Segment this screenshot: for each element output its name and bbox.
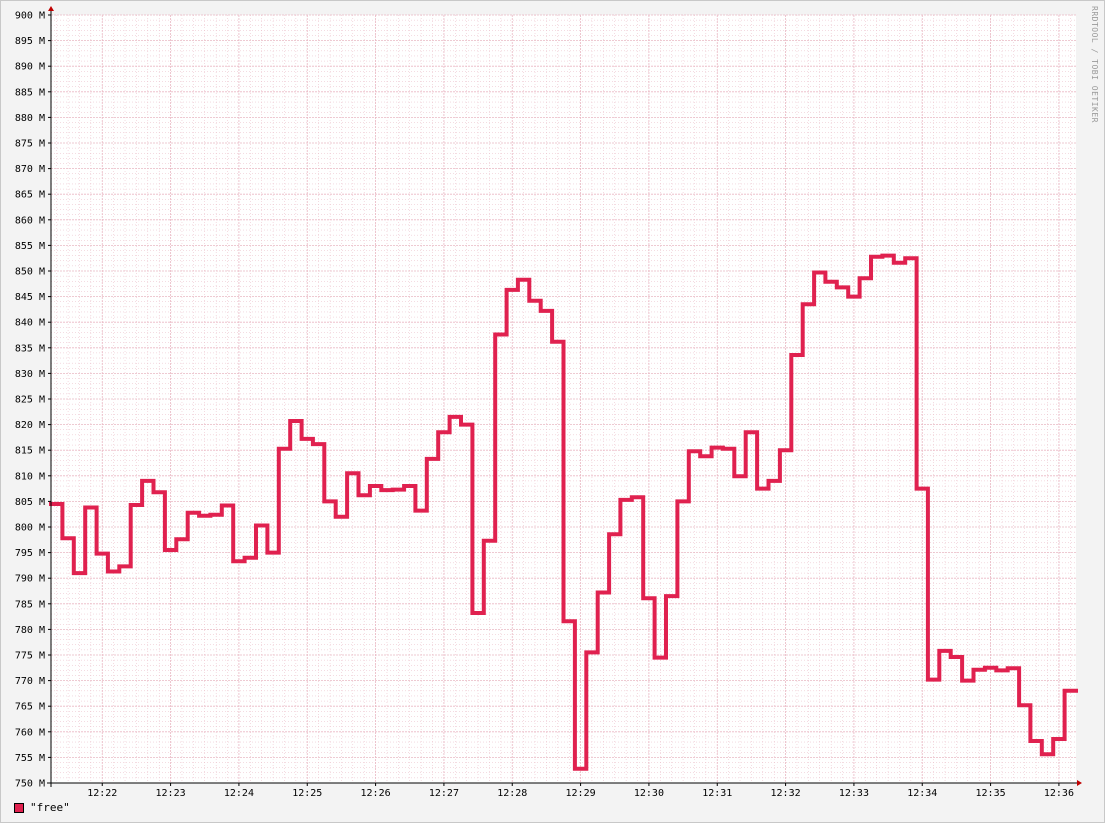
series-line-free [49, 253, 1078, 771]
y-tick-label: 805 M [15, 497, 45, 508]
y-axis-ticks: 750 M 755 M 760 M 765 M 770 M 775 M 780 M 785 M… [15, 11, 51, 790]
axes [47, 6, 1082, 787]
y-tick-label: 890 M [15, 62, 45, 73]
y-tick-label: 815 M [15, 446, 45, 457]
y-tick-label: 775 M [15, 651, 45, 662]
x-tick-label: 12:25 [292, 788, 322, 799]
x-tick-label: 12:34 [907, 788, 937, 799]
x-tick-label: 12:33 [839, 788, 869, 799]
x-tick-label: 12:23 [156, 788, 186, 799]
legend: "free" [14, 801, 70, 814]
x-tick-label: 12:28 [497, 788, 527, 799]
y-tick-label: 845 M [15, 292, 45, 303]
x-tick-label: 12:32 [771, 788, 801, 799]
y-tick-label: 880 M [15, 113, 45, 124]
y-tick-label: 840 M [15, 318, 45, 329]
y-tick-label: 795 M [15, 548, 45, 559]
y-tick-label: 830 M [15, 369, 45, 380]
watermark: RRDTOOL / TOBI OETIKER [1090, 6, 1099, 123]
y-tick-label: 780 M [15, 625, 45, 636]
grid [51, 14, 1076, 783]
y-tick-label: 820 M [15, 420, 45, 431]
x-tick-label: 12:27 [429, 788, 459, 799]
y-tick-label: 870 M [15, 164, 45, 175]
y-tick-label: 770 M [15, 676, 45, 687]
y-tick-label: 790 M [15, 574, 45, 585]
x-tick-label: 12:35 [976, 788, 1006, 799]
y-tick-label: 750 M [15, 779, 45, 790]
x-tick-label: 12:26 [361, 788, 391, 799]
y-tick-label: 900 M [15, 11, 45, 22]
legend-label: "free" [30, 801, 70, 814]
y-tick-label: 760 M [15, 727, 45, 738]
y-tick-label: 825 M [15, 395, 45, 406]
y-tick-label: 835 M [15, 343, 45, 354]
y-tick-label: 810 M [15, 471, 45, 482]
x-tick-label: 12:29 [566, 788, 596, 799]
y-axis-arrow [48, 6, 54, 11]
y-tick-label: 855 M [15, 241, 45, 252]
y-tick-label: 875 M [15, 139, 45, 150]
x-axis-ticks: 12:22 12:23 12:24 12:25 12:26 12:27 12:28 12:29… [87, 783, 1074, 799]
y-tick-label: 850 M [15, 267, 45, 278]
x-tick-label: 12:36 [1044, 788, 1074, 799]
x-tick-label: 12:31 [702, 788, 732, 799]
x-tick-label: 12:24 [224, 788, 254, 799]
y-tick-label: 895 M [15, 36, 45, 47]
y-tick-label: 885 M [15, 87, 45, 98]
y-tick-label: 860 M [15, 215, 45, 226]
x-tick-label: 12:30 [634, 788, 664, 799]
y-tick-label: 785 M [15, 599, 45, 610]
y-tick-label: 755 M [15, 753, 45, 764]
y-tick-label: 765 M [15, 702, 45, 713]
x-tick-label: 12:22 [87, 788, 117, 799]
legend-swatch [14, 802, 24, 813]
y-tick-label: 800 M [15, 523, 45, 534]
y-tick-label: 865 M [15, 190, 45, 201]
x-axis-arrow [1077, 780, 1082, 786]
series-layer [49, 253, 1078, 771]
